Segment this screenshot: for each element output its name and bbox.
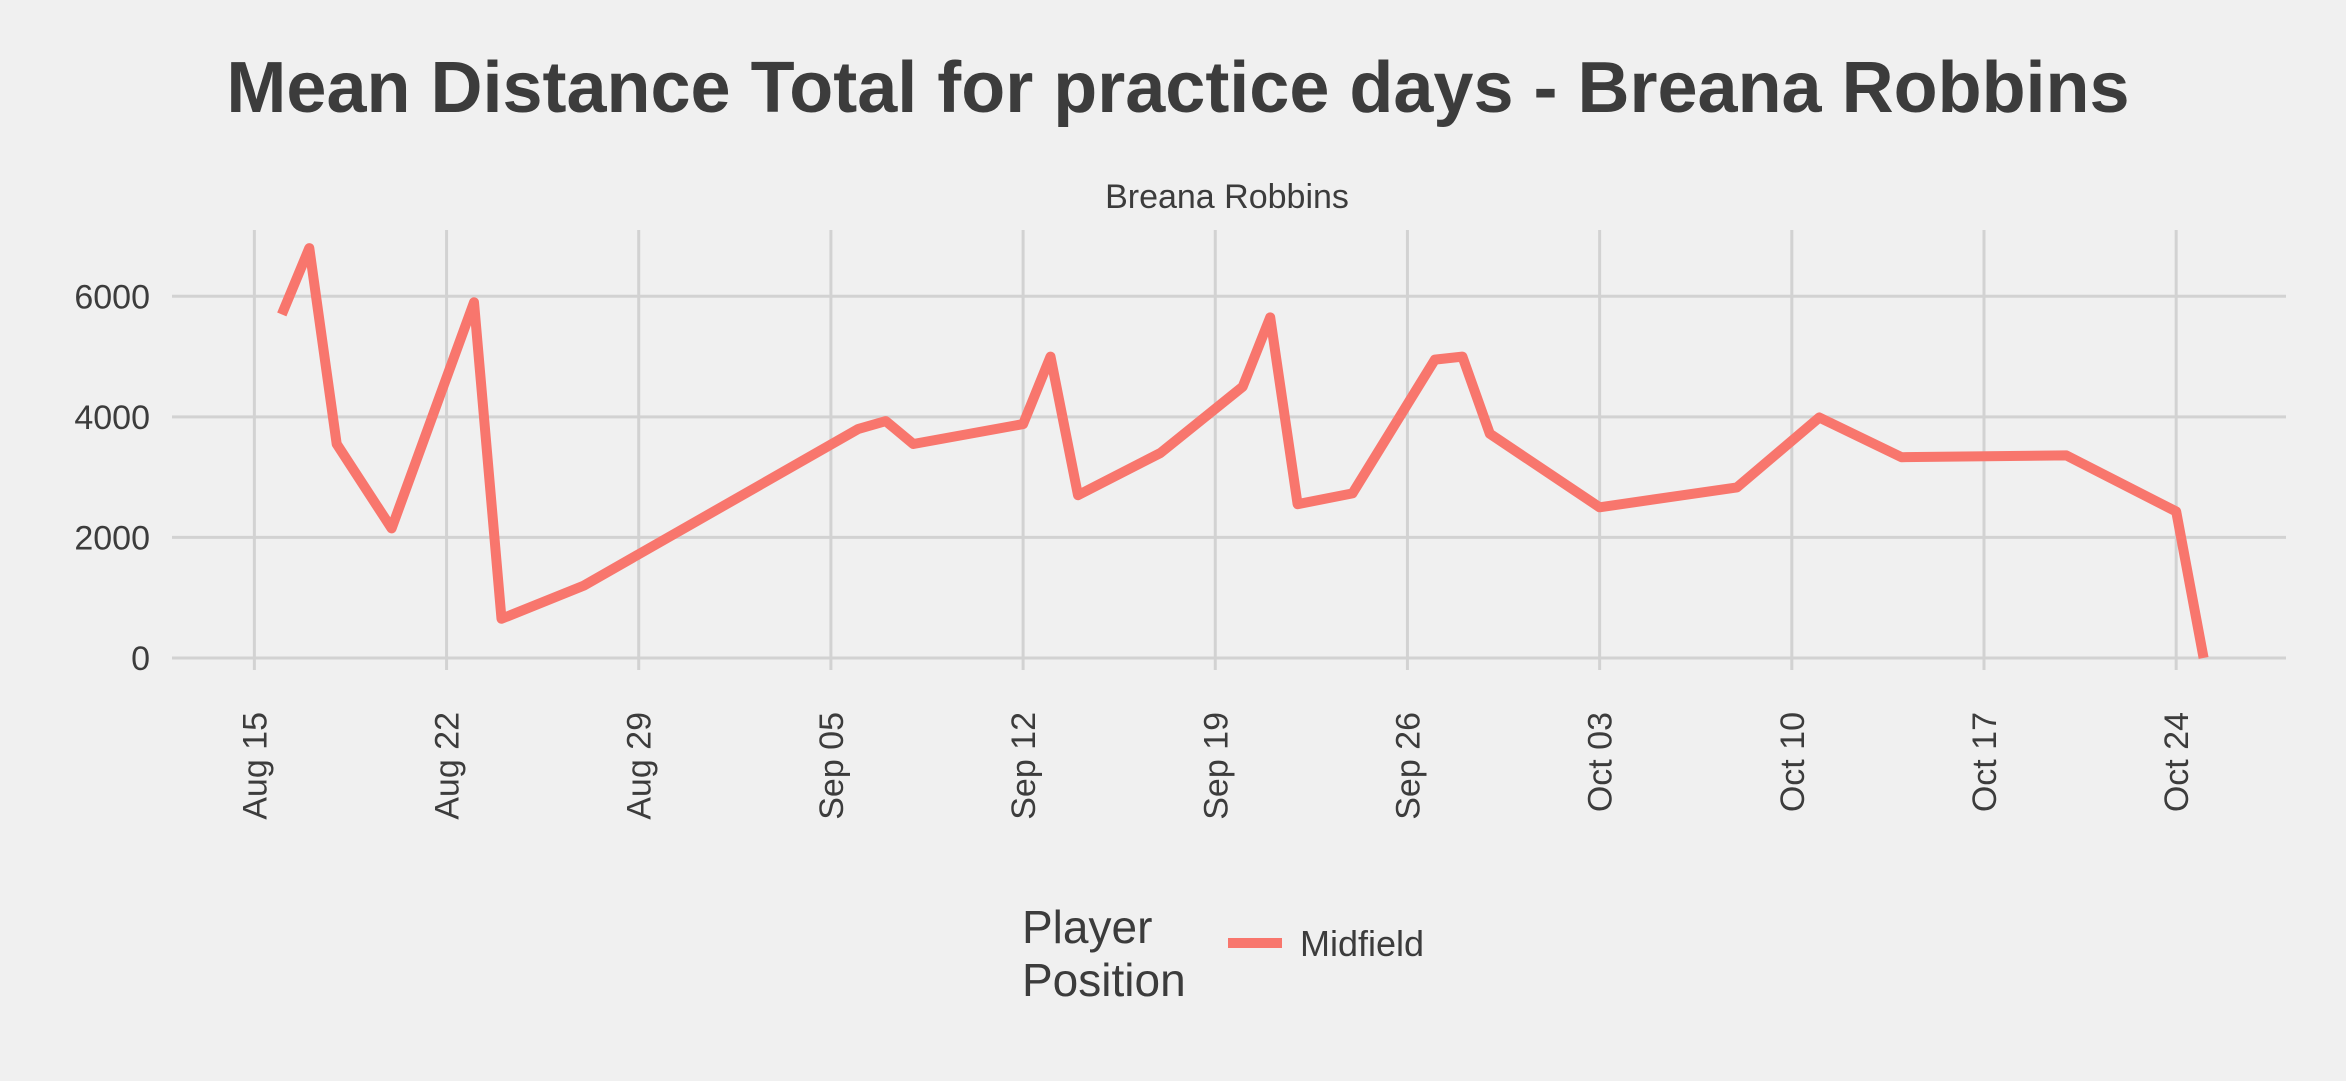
x-tick-label: Oct 24 bbox=[2158, 712, 2196, 812]
series-lines bbox=[277, 243, 2209, 659]
y-tick-label: 4000 bbox=[74, 399, 150, 437]
facet-strip-label: Breana Robbins bbox=[1105, 178, 1349, 216]
x-axis-ticks: Aug 15 Aug 22 Aug 29 Sep 05 Sep 12 Sep 19 Sep … bbox=[236, 712, 2196, 820]
legend-label-midfield: Midfield bbox=[1300, 923, 1424, 964]
gridlines bbox=[172, 230, 2286, 670]
y-tick-label: 0 bbox=[131, 640, 150, 678]
x-tick-label: Oct 03 bbox=[1582, 712, 1620, 812]
legend: Player Position Midfield bbox=[1022, 901, 1424, 1006]
y-tick-label: 6000 bbox=[74, 278, 150, 316]
y-tick-label: 2000 bbox=[74, 519, 150, 557]
x-tick-label: Aug 29 bbox=[621, 712, 659, 820]
x-tick-label: Sep 26 bbox=[1389, 712, 1427, 820]
x-tick-label: Oct 10 bbox=[1774, 712, 1812, 812]
x-tick-label: Aug 22 bbox=[429, 712, 467, 820]
chart-title: Mean Distance Total for practice days - … bbox=[226, 48, 2129, 128]
x-tick-label: Sep 05 bbox=[813, 712, 851, 820]
legend-title-line-2: Position bbox=[1022, 954, 1186, 1006]
x-tick-label: Aug 15 bbox=[236, 712, 274, 820]
y-axis-ticks: 0 2000 4000 6000 bbox=[74, 278, 150, 678]
legend-title: Player Position bbox=[1022, 901, 1186, 1006]
x-tick-label: Sep 19 bbox=[1197, 712, 1235, 820]
x-tick-label: Oct 17 bbox=[1966, 712, 2004, 812]
x-tick-label: Sep 12 bbox=[1005, 712, 1043, 820]
series-line-midfield bbox=[277, 243, 2209, 659]
legend-title-line-1: Player bbox=[1022, 901, 1152, 953]
